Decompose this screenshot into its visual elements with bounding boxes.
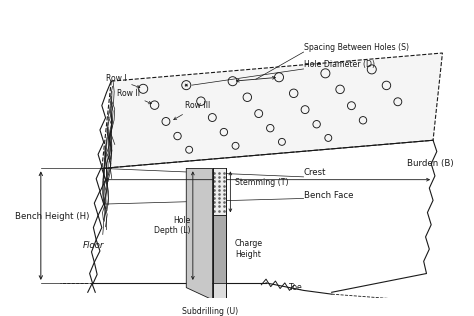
Polygon shape bbox=[102, 53, 442, 168]
Text: Row III: Row III bbox=[173, 101, 210, 120]
Text: Hole
Depth (L): Hole Depth (L) bbox=[155, 216, 191, 235]
Text: Row II: Row II bbox=[117, 89, 151, 104]
Polygon shape bbox=[212, 283, 226, 300]
Polygon shape bbox=[186, 168, 212, 300]
Text: Spacing Between Holes (S): Spacing Between Holes (S) bbox=[303, 43, 409, 52]
Text: Subdrilling (U): Subdrilling (U) bbox=[182, 307, 237, 316]
Text: Crest: Crest bbox=[303, 168, 326, 177]
Text: Hole Diameter (D): Hole Diameter (D) bbox=[303, 60, 374, 69]
Polygon shape bbox=[212, 215, 226, 283]
Text: Toe: Toe bbox=[290, 283, 302, 292]
Text: Charge
Height: Charge Height bbox=[235, 240, 263, 259]
Text: Row I: Row I bbox=[106, 74, 140, 88]
Text: Burden (B): Burden (B) bbox=[407, 159, 454, 168]
Text: Bench Face: Bench Face bbox=[303, 191, 353, 200]
Text: Bench Height (H): Bench Height (H) bbox=[15, 212, 89, 221]
Text: Stemming (T): Stemming (T) bbox=[235, 178, 289, 187]
Text: Floor: Floor bbox=[83, 241, 104, 250]
Polygon shape bbox=[212, 168, 226, 215]
